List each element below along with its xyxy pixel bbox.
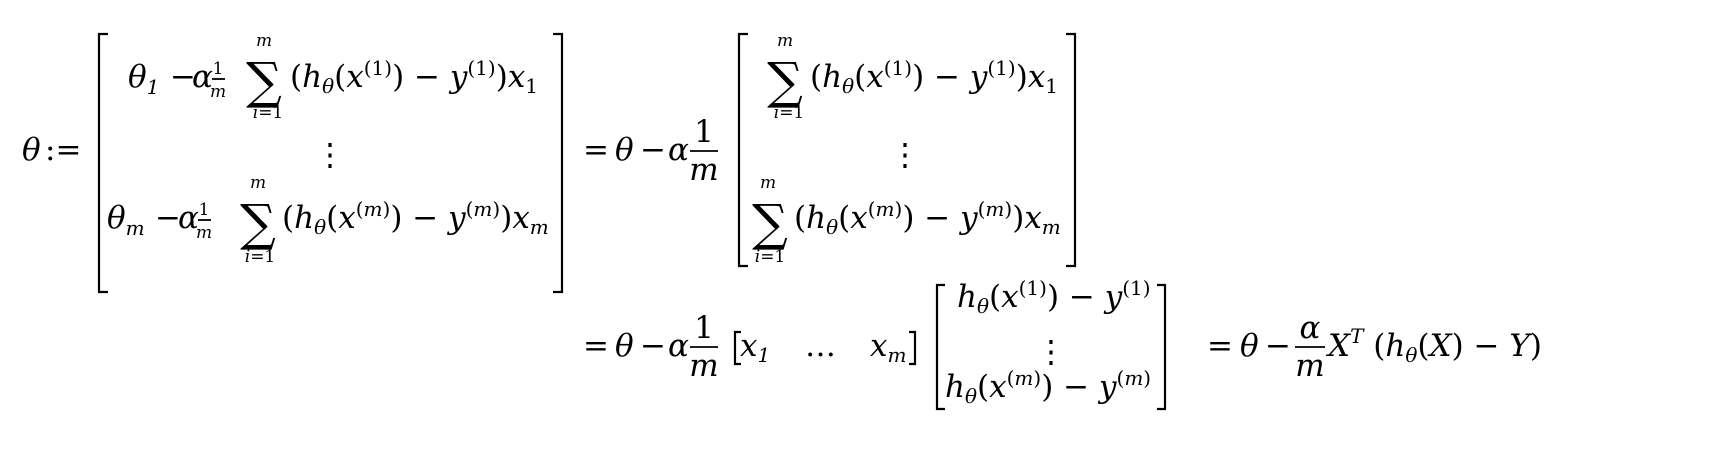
step-2: = θ − α 1 m x1 … xm hθ(x(1)) − y(1) ⋮ hθ… xyxy=(583,276,1167,411)
svg-text::=: := xyxy=(45,132,81,168)
matrix-1-row-1: θ1 − α 1 m m ∑ i=1 (hθ(x(1)) − y(1))x1 xyxy=(128,31,538,123)
svg-text:m: m xyxy=(256,31,272,51)
svg-text:XT (hθ(X) − Y): XT (hθ(X) − Y) xyxy=(1326,324,1542,367)
svg-text:−: − xyxy=(1265,328,1291,364)
svg-text:m: m xyxy=(689,152,718,188)
matrix-2-left-bracket xyxy=(737,32,748,268)
svg-text:m: m xyxy=(1295,348,1324,384)
svg-text:i=1: i=1 xyxy=(755,247,786,267)
svg-text:i=1: i=1 xyxy=(774,103,805,123)
svg-text:−: − xyxy=(640,132,666,168)
svg-text:m: m xyxy=(210,82,226,102)
svg-text:x1: x1 xyxy=(740,328,770,367)
svg-text:hθ(x(1)) − y(1): hθ(x(1)) − y(1) xyxy=(957,276,1151,318)
svg-text:m: m xyxy=(689,348,718,384)
svg-text:m: m xyxy=(777,31,793,51)
svg-text:=: = xyxy=(583,328,609,364)
svg-text:(hθ(x(1)) − y(1))x1: (hθ(x(1)) − y(1))x1 xyxy=(290,56,538,98)
matrix-2-right-bracket xyxy=(1066,32,1077,268)
svg-text:α: α xyxy=(668,132,689,168)
svg-text:(hθ(x(m)) − y(m))xm: (hθ(x(m)) − y(m))xm xyxy=(282,197,549,239)
svg-text:−: − xyxy=(155,200,181,236)
svg-text:∑: ∑ xyxy=(752,194,788,252)
svg-text:m: m xyxy=(760,173,776,193)
svg-text:⋮: ⋮ xyxy=(1036,334,1067,370)
svg-text:θ: θ xyxy=(22,132,41,168)
svg-text:−: − xyxy=(640,328,666,364)
svg-text:1: 1 xyxy=(213,59,224,79)
svg-text:α: α xyxy=(192,59,213,95)
svg-text:(hθ(x(m)) − y(m))xm: (hθ(x(m)) − y(m))xm xyxy=(794,197,1061,239)
svg-text:i=1: i=1 xyxy=(253,103,284,123)
lhs-theta-assign: θ := xyxy=(22,132,81,168)
svg-text:…: … xyxy=(805,328,836,364)
step-3: = θ − α m XT (hθ(X) − Y) xyxy=(1207,310,1542,384)
svg-text:α: α xyxy=(178,200,199,236)
svg-text:1: 1 xyxy=(694,310,714,346)
svg-text:∑: ∑ xyxy=(240,194,276,252)
matrix-2-vdots: ⋮ xyxy=(890,137,921,173)
svg-text:(hθ(x(1)) − y(1))x1: (hθ(x(1)) − y(1))x1 xyxy=(810,56,1058,98)
svg-text:θ: θ xyxy=(615,132,634,168)
matrix-1-row-3: θm − α 1 m m ∑ i=1 (hθ(x(m)) − y(m))xm xyxy=(107,173,549,267)
matrix-1-right-bracket xyxy=(553,32,564,294)
svg-text:∑: ∑ xyxy=(246,52,282,110)
svg-text:=: = xyxy=(583,132,609,168)
svg-text:α: α xyxy=(1300,310,1321,346)
svg-text:α: α xyxy=(668,328,689,364)
svg-text:xm: xm xyxy=(870,328,906,367)
step-1: = θ − α 1 m m ∑ i=1 (hθ(x(1)) − y(1))x1 … xyxy=(583,31,1077,268)
svg-text:=: = xyxy=(1207,328,1233,364)
matrix-1: θ1 − α 1 m m ∑ i=1 (hθ(x(1)) − y(1))x1 ⋮… xyxy=(97,31,564,294)
svg-text:θ1: θ1 xyxy=(128,59,159,99)
column-vector: hθ(x(1)) − y(1) ⋮ hθ(x(m)) − y(m) xyxy=(935,276,1167,411)
svg-text:θ: θ xyxy=(1240,328,1259,364)
matrix-1-vdots: ⋮ xyxy=(315,137,346,173)
svg-text:θm: θm xyxy=(107,200,145,240)
matrix-2-row-1: m ∑ i=1 (hθ(x(1)) − y(1))x1 xyxy=(767,31,1058,123)
svg-text:m: m xyxy=(250,173,266,193)
svg-text:m: m xyxy=(196,223,212,243)
svg-text:θ: θ xyxy=(615,328,634,364)
svg-text:1: 1 xyxy=(694,114,714,150)
svg-text:i=1: i=1 xyxy=(245,247,276,267)
row-vector: x1 … xm xyxy=(733,328,917,367)
matrix-1-left-bracket xyxy=(97,32,108,294)
svg-text:hθ(x(m)) − y(m): hθ(x(m)) − y(m) xyxy=(945,366,1151,408)
svg-text:−: − xyxy=(170,59,196,95)
svg-text:1: 1 xyxy=(199,200,210,220)
matrix-2-row-3: m ∑ i=1 (hθ(x(m)) − y(m))xm xyxy=(752,173,1061,267)
svg-text:∑: ∑ xyxy=(767,52,803,110)
